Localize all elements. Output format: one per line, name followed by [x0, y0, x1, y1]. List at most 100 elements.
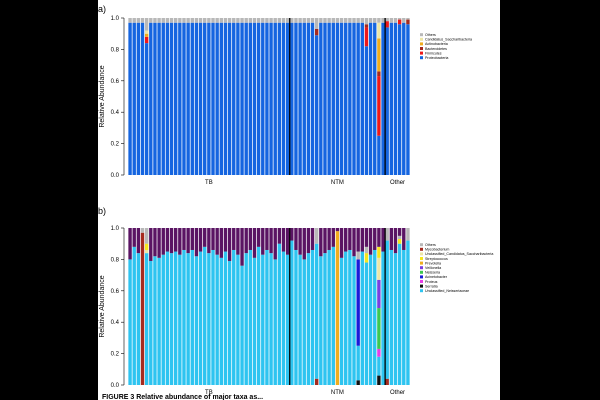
bar-segment-other-purple	[265, 228, 269, 250]
bar-66	[397, 228, 402, 385]
bar-segment-acinetobacter	[356, 259, 360, 346]
bar-34	[265, 228, 269, 385]
bar-segment-others	[219, 18, 224, 23]
bar-42	[298, 228, 302, 385]
bar-35	[269, 228, 273, 385]
bar-segment-unclassified-neisseriaceae	[290, 240, 294, 385]
bar-segment-other-purple	[348, 228, 352, 250]
bar-segment-others	[364, 246, 369, 254]
bar-44	[306, 228, 311, 385]
bar-segment-proteobacteria	[348, 22, 352, 176]
bar-segment-others	[252, 18, 257, 23]
bar-27	[236, 18, 240, 176]
bar-segment-proteobacteria	[269, 22, 273, 176]
bar-22	[215, 228, 219, 385]
bar-segment-others	[290, 18, 294, 23]
bar-25	[227, 228, 232, 385]
bar-segment-proteobacteria	[381, 22, 385, 176]
group-label-other: Other	[390, 390, 405, 396]
bar-68	[406, 228, 410, 385]
bar-42	[298, 18, 302, 176]
bar-segment-unclassified-candidatus-saccharibacteria	[377, 257, 381, 280]
bar-segment-others	[190, 18, 194, 23]
bar-segment-other-purple	[381, 228, 385, 252]
bar-47	[319, 228, 323, 385]
bar-12	[173, 18, 178, 176]
legend-entry: Acinetobacter	[425, 275, 448, 279]
bar-segment-other-purple	[256, 228, 261, 247]
bar-segment-unclassified-neisseriaceae	[186, 253, 190, 385]
y-tick-label: 0.6	[111, 289, 120, 295]
bar-38	[281, 18, 286, 176]
bar-22	[215, 18, 219, 176]
bar-segment-others	[373, 18, 377, 23]
bar-56	[356, 18, 360, 176]
bar-segment-proteobacteria	[236, 22, 240, 176]
bar-segment-proteobacteria	[261, 22, 265, 176]
bar-14	[182, 18, 186, 176]
legend-swatch	[420, 33, 423, 37]
bar-segment-proteobacteria	[149, 22, 153, 176]
bar-13	[178, 18, 182, 176]
bar-segment-unclassified-neisseriaceae	[223, 251, 228, 385]
bar-segment-others	[397, 235, 402, 239]
chart-svg: a) 0.0 0.2 0.4 0.6 0.8 1.0 Relative Abundance TB…	[98, 4, 493, 400]
bar-46	[314, 228, 319, 385]
y-tick-label: 0.4	[111, 110, 120, 116]
bar-segment-unclassified-neisseriaceae	[144, 253, 149, 385]
bar-34	[265, 18, 269, 176]
bar-segment-unclassified-neisseriaceae	[190, 249, 194, 385]
group-label-ntm: NTM	[331, 180, 344, 186]
bar-segment-other-purple	[344, 228, 348, 252]
bar-segment-other-purple	[227, 228, 232, 261]
bar-44	[306, 18, 311, 176]
bar-segment-bacteroidetes	[364, 24, 369, 28]
legend-swatch	[420, 261, 423, 265]
legend-entry: Firmicutes	[425, 51, 442, 55]
bar-segment-other-purple	[319, 228, 323, 257]
legend-entry: Proteobacteria	[425, 56, 448, 60]
bar-segment-others	[314, 228, 319, 244]
bar-6	[149, 18, 153, 176]
bar-segment-other-purple	[248, 228, 253, 250]
bar-50	[331, 228, 335, 385]
bar-48	[323, 228, 327, 385]
bar-segment-proteobacteria	[227, 22, 232, 176]
bar-segment-others	[153, 18, 157, 23]
bar-55	[352, 228, 356, 385]
bar-30	[248, 228, 253, 385]
bar-60	[373, 18, 377, 176]
bar-segment-others	[244, 18, 248, 23]
legend-swatch	[420, 252, 423, 256]
bar-segment-proteobacteria	[215, 22, 219, 176]
y-tick-label: 0.6	[111, 79, 120, 85]
bar-26	[232, 228, 236, 385]
bar-segment-other-purple	[149, 228, 153, 261]
bar-segment-others	[207, 18, 211, 23]
bar-51	[335, 18, 340, 176]
legend-entry: Unclassified_Candidatus_Saccharibacteria	[425, 252, 493, 256]
bar-segment-proteobacteria	[203, 22, 207, 176]
legend-swatch	[420, 270, 423, 274]
bar-segment-unclassified-neisseriaceae	[319, 256, 323, 385]
bar-segment-proteobacteria	[173, 22, 178, 176]
bar-segment-unclassified-neisseriaceae	[261, 254, 265, 385]
bar-67	[402, 228, 406, 385]
group-label-other: Other	[390, 180, 405, 186]
bar-segment-proteobacteria	[223, 22, 228, 176]
bar-segment-others	[294, 18, 298, 23]
bar-57	[360, 228, 365, 385]
legend-entry: Serratia	[425, 284, 438, 288]
bar-segment-proteobacteria	[397, 24, 402, 176]
bar-segment-proteobacteria	[232, 22, 236, 176]
bar-segment-other-purple	[178, 228, 182, 255]
bar-segment-unclassified-neisseriaceae	[298, 254, 302, 385]
bar-segment-others	[310, 18, 315, 23]
bar-segment-mycobacterium	[140, 232, 145, 385]
bar-9	[161, 18, 165, 176]
bar-segment-other-purple	[290, 228, 294, 241]
bar-segment-unclassified-neisseriaceae	[364, 262, 369, 385]
bar-segment-unclassified-neisseriaceae	[393, 253, 398, 385]
bar-segment-others	[223, 18, 228, 23]
legend-swatch	[420, 266, 423, 270]
